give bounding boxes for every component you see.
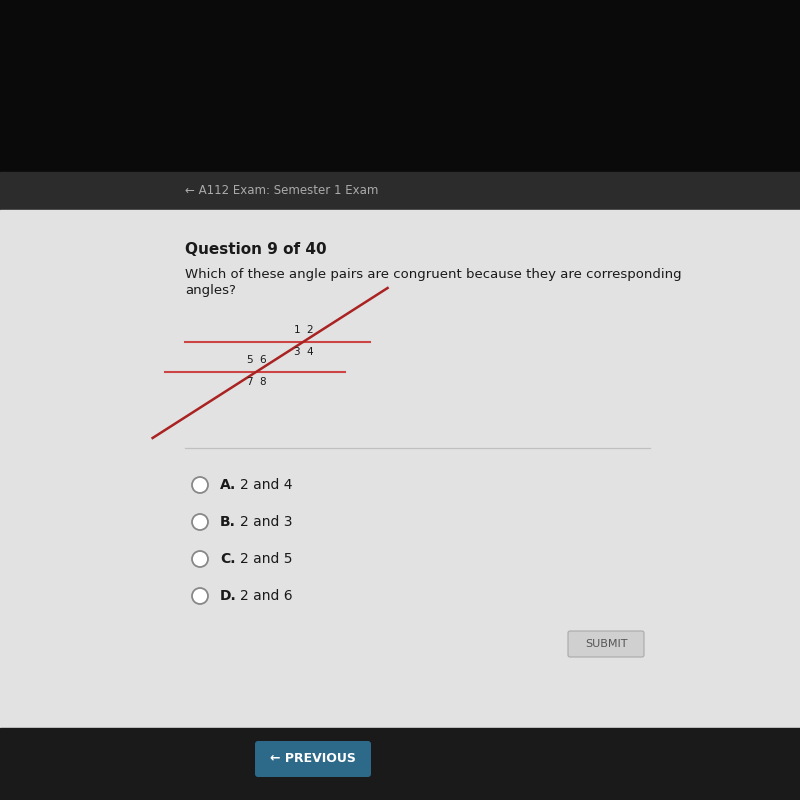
FancyBboxPatch shape: [255, 741, 371, 777]
Text: C.: C.: [220, 552, 235, 566]
Text: angles?: angles?: [185, 284, 236, 297]
Text: D.: D.: [220, 589, 237, 603]
Text: B.: B.: [220, 515, 236, 529]
Bar: [0, 172, 800, 210]
Bar: [0, 210, 800, 728]
Text: 4: 4: [306, 347, 313, 357]
Text: 2 and 6: 2 and 6: [240, 589, 293, 603]
Circle shape: [192, 551, 208, 567]
Text: 2 and 4: 2 and 4: [240, 478, 293, 492]
Text: A.: A.: [220, 478, 236, 492]
Text: ← PREVIOUS: ← PREVIOUS: [270, 753, 356, 766]
Text: 1: 1: [294, 325, 300, 335]
Text: ← A112 Exam: Semester 1 Exam: ← A112 Exam: Semester 1 Exam: [185, 185, 378, 198]
Text: 2 and 5: 2 and 5: [240, 552, 293, 566]
Text: 6: 6: [259, 355, 266, 365]
Bar: [0, 0, 800, 172]
Text: Question 9 of 40: Question 9 of 40: [185, 242, 326, 257]
Text: 5: 5: [246, 355, 253, 365]
Bar: [0, 728, 800, 800]
Text: SUBMIT: SUBMIT: [585, 639, 627, 649]
Circle shape: [192, 477, 208, 493]
Text: 2: 2: [306, 325, 313, 335]
Circle shape: [192, 588, 208, 604]
Text: Which of these angle pairs are congruent because they are corresponding: Which of these angle pairs are congruent…: [185, 268, 682, 281]
Text: 3: 3: [294, 347, 300, 357]
Text: 7: 7: [246, 377, 253, 387]
Text: 8: 8: [259, 377, 266, 387]
Text: 2 and 3: 2 and 3: [240, 515, 293, 529]
FancyBboxPatch shape: [568, 631, 644, 657]
Circle shape: [192, 514, 208, 530]
